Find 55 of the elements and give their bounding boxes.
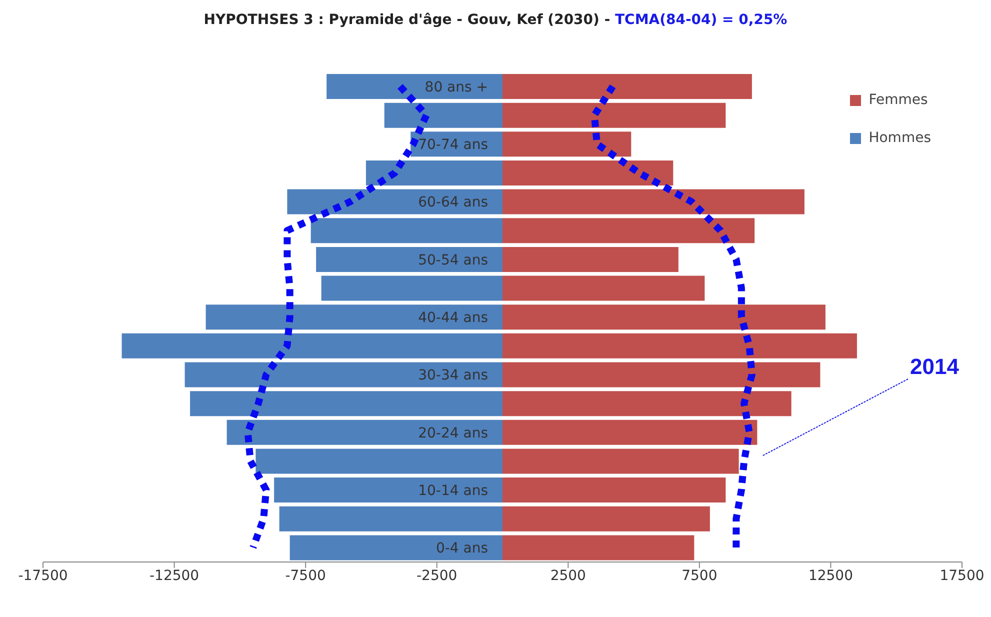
bar <box>502 132 632 157</box>
x-tick-label: -17500 <box>18 568 68 584</box>
y-tick-label: 80 ans + <box>424 79 488 96</box>
chart-title: HYPOTHSES 3 : Pyramide d'âge - Gouv, Kef (2030) - <box>204 12 612 28</box>
y-tick-label: 0-4 ans <box>436 540 488 557</box>
bar <box>256 448 502 474</box>
x-tick-label: -2500 <box>416 568 458 584</box>
y-tick-label: 60-64 ans <box>418 194 488 211</box>
bar <box>122 333 502 358</box>
bar <box>310 218 502 244</box>
bar <box>502 304 826 330</box>
bar <box>274 478 502 503</box>
x-tick-label: 17500 <box>940 568 984 584</box>
chart-subtitle: TCMA(84-04) = 0,25% <box>615 12 788 28</box>
bar <box>502 535 694 560</box>
x-tick-label: -7500 <box>285 568 326 584</box>
bar <box>326 74 502 100</box>
bar <box>502 276 705 301</box>
bar <box>190 391 502 416</box>
bar <box>502 448 739 474</box>
bar <box>502 333 857 358</box>
bar <box>502 391 792 416</box>
bar <box>287 189 502 214</box>
bar <box>502 160 674 186</box>
y-tick-label: 20-24 ans <box>418 425 488 442</box>
y-tick-label: 70-74 ans <box>418 137 488 154</box>
bar <box>502 246 678 272</box>
bar <box>206 304 502 330</box>
annotation: 2014 <box>910 354 959 380</box>
x-tick-label: 12500 <box>808 568 853 584</box>
x-tick-label: 7500 <box>682 568 718 584</box>
bar <box>502 506 710 532</box>
y-tick-label: 30-34 ans <box>418 368 488 384</box>
y-tick-label: 50-54 ans <box>418 252 488 268</box>
x-tick-label: -12500 <box>149 568 200 584</box>
bar <box>184 362 502 388</box>
bar <box>384 102 502 128</box>
bar <box>502 420 758 445</box>
bar <box>366 160 502 186</box>
legend-label: Hommes <box>868 130 931 146</box>
bar <box>316 246 502 272</box>
bar <box>502 74 752 100</box>
bar <box>502 189 804 214</box>
bar <box>502 362 820 388</box>
bar <box>321 276 502 301</box>
y-tick-label: 40-44 ans <box>418 310 488 326</box>
bar <box>502 102 726 128</box>
bar <box>290 535 502 560</box>
legend-label: Femmes <box>868 92 928 108</box>
bar <box>279 506 502 532</box>
x-tick-label: 2500 <box>550 568 586 584</box>
bar <box>226 420 502 445</box>
bar <box>502 478 726 503</box>
bar <box>502 218 755 244</box>
y-tick-label: 10-14 ans <box>418 482 488 499</box>
